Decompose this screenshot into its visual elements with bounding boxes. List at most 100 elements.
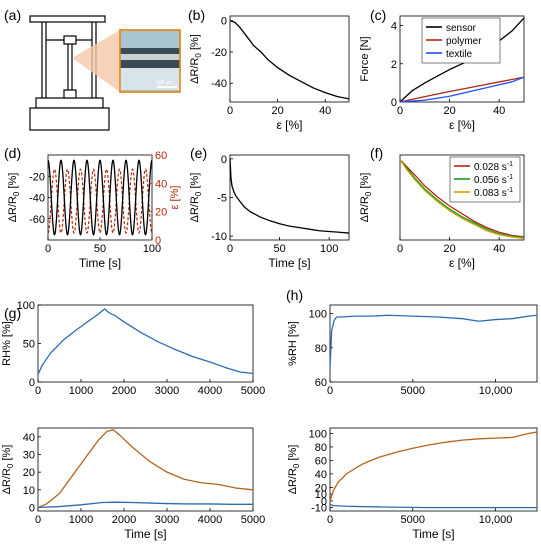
series-line-0 [229,20,350,100]
y-tick-label: -40 [211,78,227,90]
y-axis-label: ΔR/R0 [%] [359,173,373,223]
y-axis-label: RH% [%] [1,321,13,366]
y-axis-label: ΔR/R0 [%] [7,173,21,223]
y-tick-label: 2 [391,59,397,71]
y-axis-label: ΔR/R0 [%] [189,34,203,84]
y-axis-label: Force [N] [359,36,371,81]
series-strain [47,168,153,234]
y-tick-label: 4 [391,21,397,33]
series-line-0 [229,158,350,234]
legend: 0.028 s-10.056 s-10.083 s-1 [449,156,521,203]
y-axis-label: ΔR/R0 [%] [1,445,15,495]
chart-h-top: (h) 0 5000 10,000 60 80 100 %RH [%] [286,287,538,397]
x-tick-label: 2000 [112,385,136,397]
x-tick-label: 40 [493,105,505,117]
axes-frame [229,154,350,241]
x-tick-label: 0 [397,105,403,117]
x-tick-label: 20 [443,243,455,255]
y-tick-label: -20 [29,171,45,183]
series-line-1 [329,503,537,509]
x-axis-label: ε [%] [449,118,475,132]
series-line-polymer [399,76,525,103]
x-tick-label: 4000 [198,385,222,397]
x-tick-label: 0 [397,243,403,255]
x-tick-label: 20 [271,105,283,117]
panel-letter-f: (f) [370,145,383,161]
y-tick-label: 40 [315,469,327,481]
y-right-tick-label: 0 [155,235,161,247]
micrograph-inset: 500 μm [119,29,181,93]
x-tick-label: 3000 [155,514,179,526]
legend: sensor polymer textile [421,17,501,64]
series-line-0-028-s-1 [399,159,525,238]
axes-frame [37,304,254,383]
axes-frame [37,427,254,512]
y-tick-label: 0 [221,154,227,166]
x-tick-label: 0 [45,243,51,255]
y-tick-label: 10 [315,489,327,501]
y-tick-label: 20 [23,467,35,479]
x-tick-label: 40 [319,105,331,117]
x-tick-label: 2000 [112,514,136,526]
chart-c: (c) 0 20 40 0 2 4 ε [%] Force [N] sensor polymer te… [359,7,525,132]
y-tick-label: -40 [29,193,45,205]
panel-a: (a) 500 μm [4,7,181,131]
y-right-axis-label: ε [%] [169,186,181,210]
series-line-0-083-s-1 [399,159,525,240]
y-right-tick-label: 20 [155,207,167,219]
series-line-0 [329,431,538,502]
x-tick-label: 4000 [198,514,222,526]
panel-letter-c: (c) [370,7,386,23]
magnification-beam [72,30,120,92]
y-right-tick-label: 40 [155,178,167,190]
x-axis-label: Time [s] [79,256,121,270]
y-tick-label: 50 [23,339,35,351]
x-tick-label: 0 [227,243,233,255]
y-tick-label: 0 [321,496,327,508]
y-tick-label: -10 [211,231,227,243]
chart-g-bottom: 0 1000 2000 3000 4000 5000 0 10 20 30 40 Time [s] ΔR… [1,427,265,541]
legend-label: textile [446,49,473,60]
x-tick-label: 0 [327,385,333,397]
y-tick-label: 10 [23,485,35,497]
series-line-0 [329,314,538,369]
chart-g-top: (g) 0 1000 2000 3000 4000 5000 0 50 100 RH% [%] [1,300,265,397]
x-tick-label: 1000 [69,385,93,397]
y-axis-label: ΔR/R0 [%] [189,173,203,223]
y-tick-label: 60 [315,377,327,389]
panel-letter-b: (b) [188,7,205,23]
y-tick-label: 80 [315,442,327,454]
series-line-0-056-s-1 [399,159,525,239]
legend-label: 0.028 s-1 [474,161,513,173]
x-tick-label: 0 [327,514,333,526]
y-tick-label: 0 [221,16,227,28]
x-tick-label: 100 [143,243,161,255]
legend-label: sensor [446,23,477,34]
y-axis-label: %RH [%] [287,321,299,366]
series-line-sensor [399,17,525,103]
x-axis-label: Time [s] [412,527,454,541]
axes-frame [329,427,538,512]
x-tick-label: 10,000 [479,514,513,526]
y-tick-label: 100 [309,428,327,440]
panel-letter-h: (h) [286,287,303,303]
series-line-textile [399,76,525,103]
series-resistance [47,159,153,236]
y-tick-label: 40 [23,432,35,444]
legend-label: 0.083 s-1 [474,187,513,199]
x-axis-label: Time [s] [124,527,166,541]
x-tick-label: 0 [35,514,41,526]
panel-letter-d: (d) [4,145,21,161]
axes-frame [399,154,525,241]
chart-f: (f) 0 20 40 ε [%] ΔR/R0 [%] 0.028 s-10.056 s-1… [359,145,525,270]
scale-bar-label: 500 μm [156,80,173,86]
panel-letter-g: (g) [4,305,21,321]
x-tick-label: 5000 [241,385,265,397]
x-tick-label: 0 [35,385,41,397]
x-tick-label: 10,000 [479,385,513,397]
y-tick-label: 0 [29,377,35,389]
axes-frame [399,15,525,103]
y-tick-label: 100 [309,309,327,321]
